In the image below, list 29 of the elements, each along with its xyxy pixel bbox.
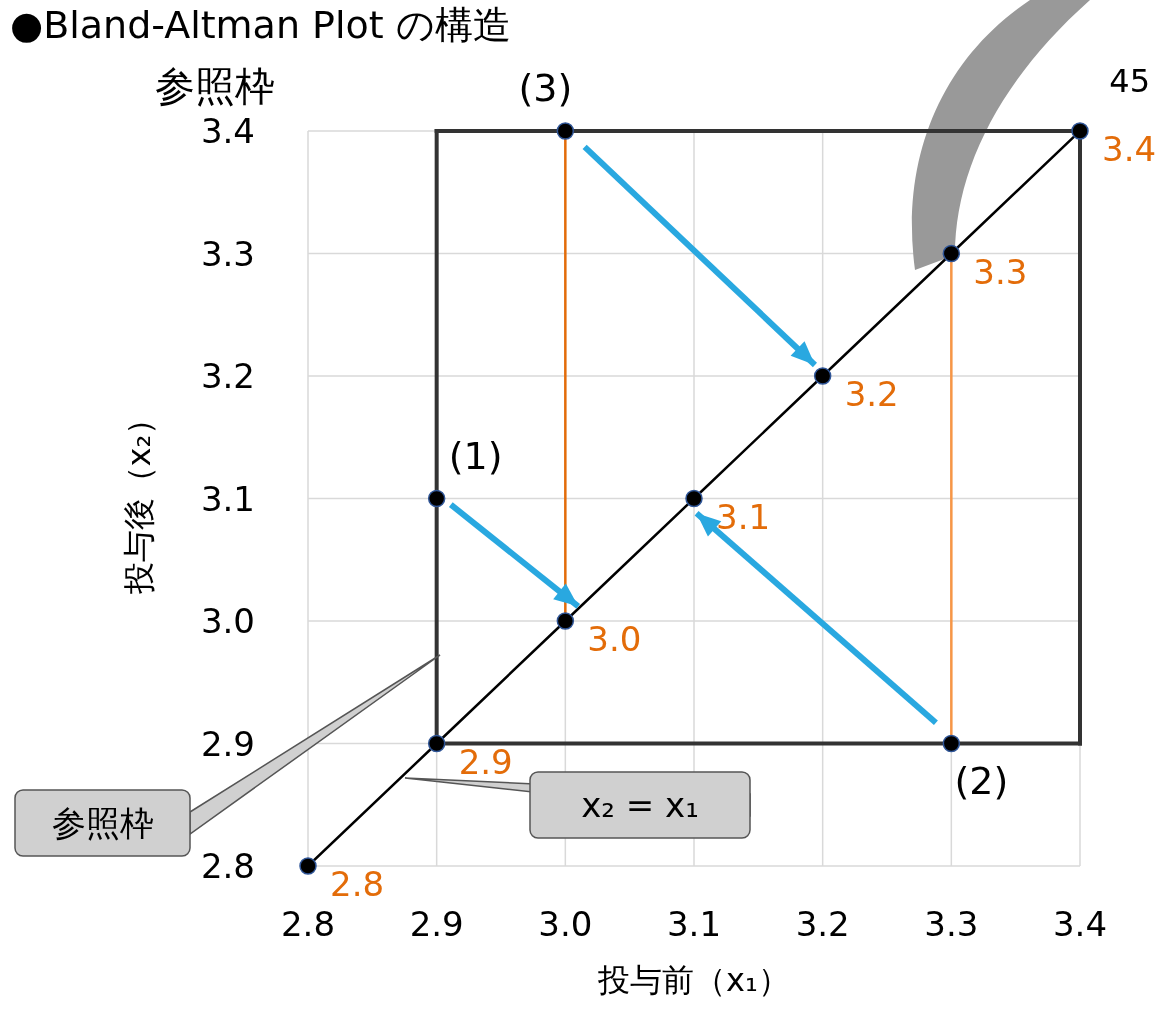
data-label: 3.2: [844, 374, 899, 414]
x-tick-label: 3.2: [795, 904, 850, 944]
y-tick-label: 3.0: [200, 601, 255, 641]
y-tick-label: 2.9: [200, 723, 255, 764]
text: 参照枠: [155, 63, 275, 109]
data-label: 3.1: [716, 496, 771, 537]
x-tick-label: 3.4: [1052, 904, 1108, 944]
y-tick-label: 3.2: [200, 356, 255, 396]
data-label: 3.4: [1102, 129, 1157, 169]
x-tick-label: 2.8: [280, 904, 336, 944]
annotation: x₂ = x₁: [581, 785, 699, 825]
y-tick-label: 3.4: [200, 111, 255, 151]
y-tick-label: 3.3: [200, 233, 255, 274]
chart-title: ●Bland-Altman Plot の構造: [10, 3, 511, 47]
annotation: (1): [448, 433, 503, 478]
x-tick-label: 3.0: [538, 904, 593, 944]
data-label: 3.3: [973, 251, 1028, 292]
text: 45: [1109, 62, 1150, 100]
data-label: 3.0: [587, 619, 642, 659]
x-axis-title: 投与前（x₁）: [597, 961, 790, 999]
annotation: (2): [954, 758, 1009, 803]
y-axis-title: 投与後（x₂）: [120, 402, 158, 596]
annotation: (3): [518, 66, 573, 110]
x-tick-label: 3.3: [924, 904, 979, 944]
y-tick-label: 2.8: [200, 846, 255, 886]
y-tick-label: 3.1: [200, 478, 255, 519]
data-label: 2.8: [330, 864, 385, 904]
x-tick-label: 3.1: [666, 904, 722, 944]
x-tick-label: 2.9: [409, 904, 464, 944]
